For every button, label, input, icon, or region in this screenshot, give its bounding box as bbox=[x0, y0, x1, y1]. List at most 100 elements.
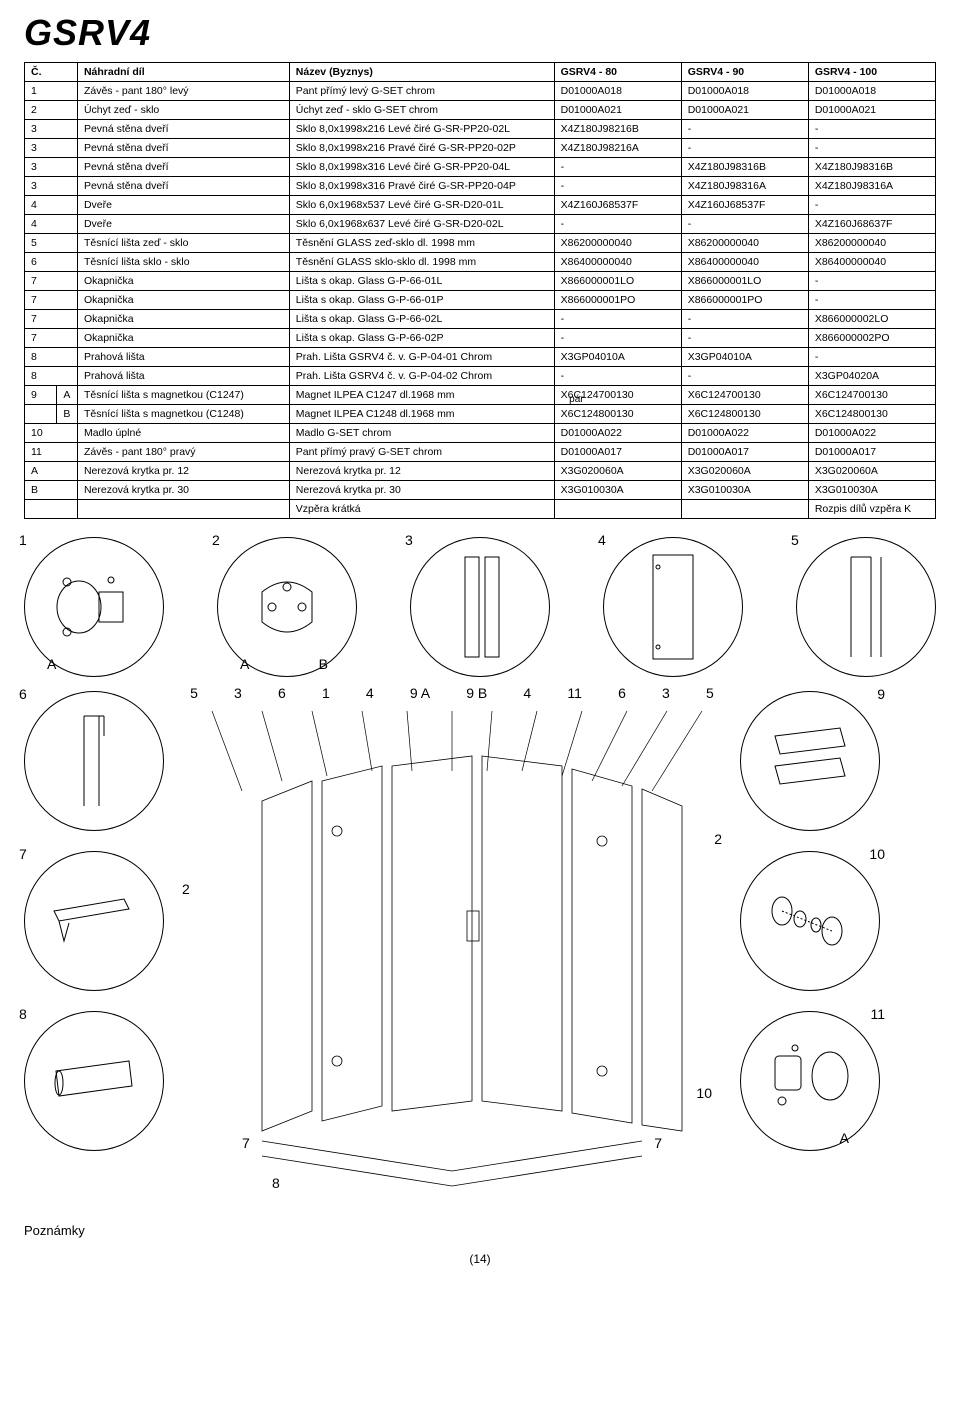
cell-c2: X3G010030A bbox=[681, 481, 808, 500]
cell-c1: X3G010030A bbox=[554, 481, 681, 500]
cell-c1 bbox=[554, 500, 681, 519]
cell-c1: D01000A021 bbox=[554, 101, 681, 120]
cell-sub: A bbox=[56, 386, 77, 405]
cell-num: 8 bbox=[25, 348, 78, 367]
cell-c3: X6C124700130 bbox=[808, 386, 935, 405]
cell-c1: X866000001PO bbox=[554, 291, 681, 310]
cell-c2: D01000A018 bbox=[681, 82, 808, 101]
cell-name: Pevná stěna dveří bbox=[77, 177, 289, 196]
cell-num: 4 bbox=[25, 215, 78, 234]
cell-byz: Úchyt zeď - sklo G-SET chrom bbox=[289, 101, 554, 120]
cell-name: Těsnící lišta s magnetkou (C1247) bbox=[77, 386, 289, 405]
table-row: 3Pevná stěna dveříSklo 8,0x1998x216 Prav… bbox=[25, 139, 936, 158]
cell-name: Okapnička bbox=[77, 272, 289, 291]
table-row: 7OkapničkaLišta s okap. Glass G-P-66-02P… bbox=[25, 329, 936, 348]
cell-name: Prahová lišta bbox=[77, 367, 289, 386]
cell-c2: D01000A017 bbox=[681, 443, 808, 462]
cell-c3: X6C124800130 bbox=[808, 405, 935, 424]
cell-c2: X866000001LO bbox=[681, 272, 808, 291]
cell-name: Okapnička bbox=[77, 291, 289, 310]
cell-num: 3 bbox=[25, 120, 78, 139]
exploded-top-label: 1 bbox=[322, 685, 330, 701]
cell-c1: D01000A017 bbox=[554, 443, 681, 462]
cell-byz: Sklo 8,0x1998x316 Levé čiré G-SR-PP20-04… bbox=[289, 158, 554, 177]
cell-c2: X4Z180J98316A bbox=[681, 177, 808, 196]
parts-table: Č. Náhradní díl Název (Byznys) GSRV4 - 8… bbox=[24, 62, 936, 519]
cell-name: Dveře bbox=[77, 215, 289, 234]
cell-c1: D01000A018 bbox=[554, 82, 681, 101]
exploded-top-label: 6 bbox=[278, 685, 286, 701]
table-row: 8Prahová lištaPrah. Lišta GSRV4 č. v. G-… bbox=[25, 348, 936, 367]
cell-byz: Lišta s okap. Glass G-P-66-02L bbox=[289, 310, 554, 329]
cell-c3: X866000002LO bbox=[808, 310, 935, 329]
th-name: Náhradní díl bbox=[77, 63, 289, 82]
exploded-view: 536149 A9 B411635 bbox=[172, 691, 732, 1211]
cell-c2: X6C124800130 bbox=[681, 405, 808, 424]
cell-c1: X3GP04010A bbox=[554, 348, 681, 367]
cell-c2: D01000A021 bbox=[681, 101, 808, 120]
exploded-top-label: 3 bbox=[662, 685, 670, 701]
cell-name: Dveře bbox=[77, 196, 289, 215]
cell-c3: Rozpis dílů vzpěra K bbox=[808, 500, 935, 519]
cell-byz: Pant přímý levý G-SET chrom bbox=[289, 82, 554, 101]
cell-byz: Lišta s okap. Glass G-P-66-01L bbox=[289, 272, 554, 291]
cell-c3: - bbox=[808, 139, 935, 158]
cell-byz: Těsnění GLASS sklo-sklo dl. 1998 mm bbox=[289, 253, 554, 272]
cell-name: Těsnící lišta s magnetkou (C1248) bbox=[77, 405, 289, 424]
cell-c2: X4Z160J68537F bbox=[681, 196, 808, 215]
table-row: 3Pevná stěna dveříSklo 8,0x1998x316 Levé… bbox=[25, 158, 936, 177]
cell-c1: - bbox=[554, 158, 681, 177]
cell-num: 4 bbox=[25, 196, 78, 215]
detail-circle-4: 4 bbox=[603, 537, 743, 677]
detail-circle-10: 10 bbox=[740, 851, 880, 991]
cell-byz: Lišta s okap. Glass G-P-66-01P bbox=[289, 291, 554, 310]
detail-circle-5: 5 bbox=[796, 537, 936, 677]
cell-num: 9 bbox=[25, 386, 57, 405]
exploded-top-label: 11 bbox=[567, 685, 582, 701]
cell-byz: Prah. Lišta GSRV4 č. v. G-P-04-02 Chrom bbox=[289, 367, 554, 386]
cell-num bbox=[25, 500, 78, 519]
th-c1: GSRV4 - 80 bbox=[554, 63, 681, 82]
cell-c3: - bbox=[808, 120, 935, 139]
cell-c2: D01000A022 bbox=[681, 424, 808, 443]
cell-c3: X4Z180J98316A bbox=[808, 177, 935, 196]
cell-c2: X3G020060A bbox=[681, 462, 808, 481]
cell-num: 6 bbox=[25, 253, 78, 272]
cell-c1: X86200000040 bbox=[554, 234, 681, 253]
cell-num: 1 bbox=[25, 82, 78, 101]
cell-c3: - bbox=[808, 196, 935, 215]
cell-byz: Nerezová krytka pr. 12 bbox=[289, 462, 554, 481]
cell-name: Závěs - pant 180° pravý bbox=[77, 443, 289, 462]
exploded-top-label: 4 bbox=[366, 685, 374, 701]
cell-num: 7 bbox=[25, 310, 78, 329]
cell-name: Prahová lišta bbox=[77, 348, 289, 367]
cell-c1: X86400000040 bbox=[554, 253, 681, 272]
cell-num: 7 bbox=[25, 329, 78, 348]
cell-c3: X4Z180J98316B bbox=[808, 158, 935, 177]
table-row: 7OkapničkaLišta s okap. Glass G-P-66-01P… bbox=[25, 291, 936, 310]
cell-byz: Prah. Lišta GSRV4 č. v. G-P-04-01 Chrom bbox=[289, 348, 554, 367]
cell-c2: X6C124700130 bbox=[681, 386, 808, 405]
exploded-top-label: 5 bbox=[190, 685, 198, 701]
cell-c3: D01000A018 bbox=[808, 82, 935, 101]
cell-c2: - bbox=[681, 120, 808, 139]
cell-c1: X866000001LO bbox=[554, 272, 681, 291]
cell-c3: X86200000040 bbox=[808, 234, 935, 253]
cell-c3: D01000A017 bbox=[808, 443, 935, 462]
th-num: Č. bbox=[25, 63, 78, 82]
cell-c2: X4Z180J98316B bbox=[681, 158, 808, 177]
cell-byz: Sklo 6,0x1968x537 Levé čiré G-SR-D20-01L bbox=[289, 196, 554, 215]
cell-c1: X4Z180J98216A bbox=[554, 139, 681, 158]
cell-num bbox=[25, 405, 57, 424]
detail-circle-3: 3 bbox=[410, 537, 550, 677]
cell-c1: - bbox=[554, 329, 681, 348]
cell-name: Úchyt zeď - sklo bbox=[77, 101, 289, 120]
exploded-top-label: 9 B bbox=[466, 685, 487, 701]
cell-c1: D01000A022 bbox=[554, 424, 681, 443]
cell-c3: - bbox=[808, 291, 935, 310]
cell-c3: X4Z160J68637F bbox=[808, 215, 935, 234]
cell-c2 bbox=[681, 500, 808, 519]
cell-c3: X3G010030A bbox=[808, 481, 935, 500]
cell-byz: Nerezová krytka pr. 30 bbox=[289, 481, 554, 500]
table-row: 3Pevná stěna dveříSklo 8,0x1998x316 Prav… bbox=[25, 177, 936, 196]
